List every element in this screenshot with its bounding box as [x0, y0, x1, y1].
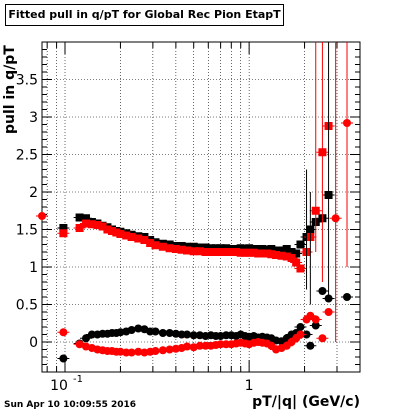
- y-axis-label-box: pull in q/pT: [2, 45, 22, 138]
- data-point-square: [81, 219, 90, 228]
- data-point-square: [75, 224, 84, 232]
- data-point-square: [282, 245, 291, 253]
- data-point-circle: [296, 330, 305, 339]
- data-point-square: [195, 247, 204, 256]
- data-point-square: [258, 245, 267, 253]
- data-point-square: [287, 248, 296, 256]
- data-point-square: [165, 244, 174, 253]
- data-point-square: [146, 239, 155, 247]
- y-tick-label: 3.5: [16, 73, 38, 89]
- data-point-square: [277, 246, 286, 255]
- axes: 0 0.5 1 1.5 2 2.5 3 3.5 10 -1 1: [16, 41, 361, 394]
- data-point-circle: [59, 328, 68, 337]
- data-point-circle: [158, 346, 167, 355]
- data-point-circle: [306, 341, 315, 350]
- data-point-square: [189, 242, 198, 251]
- data-point-circle: [151, 347, 160, 355]
- x-tick-label: 10: [50, 378, 68, 394]
- data-point-circle: [151, 327, 160, 336]
- data-point-square: [151, 241, 160, 250]
- x-tick-exponent: -1: [73, 374, 83, 385]
- x-tick-label: 1: [245, 378, 254, 394]
- data-point-circle: [311, 321, 320, 330]
- data-point-square: [171, 245, 180, 253]
- data-point-square: [183, 246, 192, 255]
- data-point-square: [201, 243, 210, 252]
- data-point-circle: [38, 212, 46, 220]
- data-point-square: [292, 249, 301, 258]
- data-point-square: [93, 221, 102, 229]
- data-point-square: [112, 228, 121, 237]
- data-point-square: [87, 220, 96, 229]
- data-point-circle: [324, 308, 333, 316]
- data-point-square: [287, 254, 296, 262]
- data-point-square: [134, 234, 143, 243]
- data-point-square: [122, 231, 131, 240]
- data-point-circle: [81, 334, 90, 343]
- x-axis-label: pT/|q| (GeV/c): [252, 394, 360, 410]
- data-point-square: [262, 249, 271, 258]
- data-point-square: [267, 250, 276, 259]
- timestamp-footer: Sun Apr 10 10:09:55 2016: [4, 400, 137, 410]
- data-point-square: [277, 251, 286, 260]
- data-point-square: [282, 252, 291, 261]
- data-point-square: [116, 230, 125, 238]
- data-point-square: [127, 233, 136, 241]
- data-point-circle: [189, 331, 198, 340]
- data-point-circle: [158, 329, 167, 337]
- data-point-square: [103, 225, 112, 234]
- data-point-circle: [134, 347, 143, 356]
- data-point-square: [296, 240, 305, 249]
- data-point-square: [189, 247, 198, 256]
- data-point-square: [59, 229, 68, 238]
- data-point-square: [232, 248, 241, 256]
- data-point-square: [81, 214, 90, 223]
- data-point-square: [272, 251, 281, 259]
- data-point-square: [98, 222, 107, 231]
- chart-title: Fitted pull in q/pT for Global Rec Pion …: [5, 4, 284, 26]
- data-point-square: [59, 224, 68, 232]
- y-tick-label: 1.5: [16, 223, 38, 239]
- data-point-square: [158, 242, 167, 251]
- data-point-circle: [127, 348, 136, 357]
- data-point-square: [249, 248, 258, 257]
- data-point-square: [236, 244, 245, 253]
- data-point-circle: [302, 330, 311, 339]
- data-point-circle: [318, 287, 327, 295]
- data-point-circle: [296, 323, 305, 331]
- data-point-circle: [134, 324, 143, 333]
- data-point-square: [245, 244, 254, 253]
- y-tick-label: 2: [29, 185, 38, 201]
- y-tick-label: 0: [29, 335, 38, 351]
- data-point-square: [292, 258, 301, 267]
- y-tick-label: 3: [29, 110, 38, 126]
- data-point-square: [108, 227, 117, 235]
- data-point-square: [75, 213, 84, 222]
- data-point-circle: [165, 329, 174, 337]
- data-point-circle: [127, 326, 136, 334]
- data-marks: [36, 42, 354, 363]
- data-point-circle: [165, 345, 174, 354]
- data-point-square: [177, 245, 186, 254]
- y-axis-label: pull in q/pT: [2, 45, 18, 134]
- data-point-square: [267, 245, 276, 253]
- data-point-circle: [324, 294, 333, 303]
- data-point-circle: [183, 330, 192, 339]
- data-point-circle: [311, 315, 320, 324]
- y-tick-label: 2.5: [16, 148, 38, 164]
- data-point-square: [296, 264, 305, 273]
- y-tick-label: 0.5: [16, 298, 38, 314]
- data-point-circle: [318, 334, 327, 343]
- y-tick-label: 1: [29, 260, 38, 276]
- data-point-circle: [343, 293, 352, 301]
- data-point-circle: [183, 342, 192, 351]
- data-point-circle: [59, 354, 68, 363]
- data-point-square: [140, 236, 149, 244]
